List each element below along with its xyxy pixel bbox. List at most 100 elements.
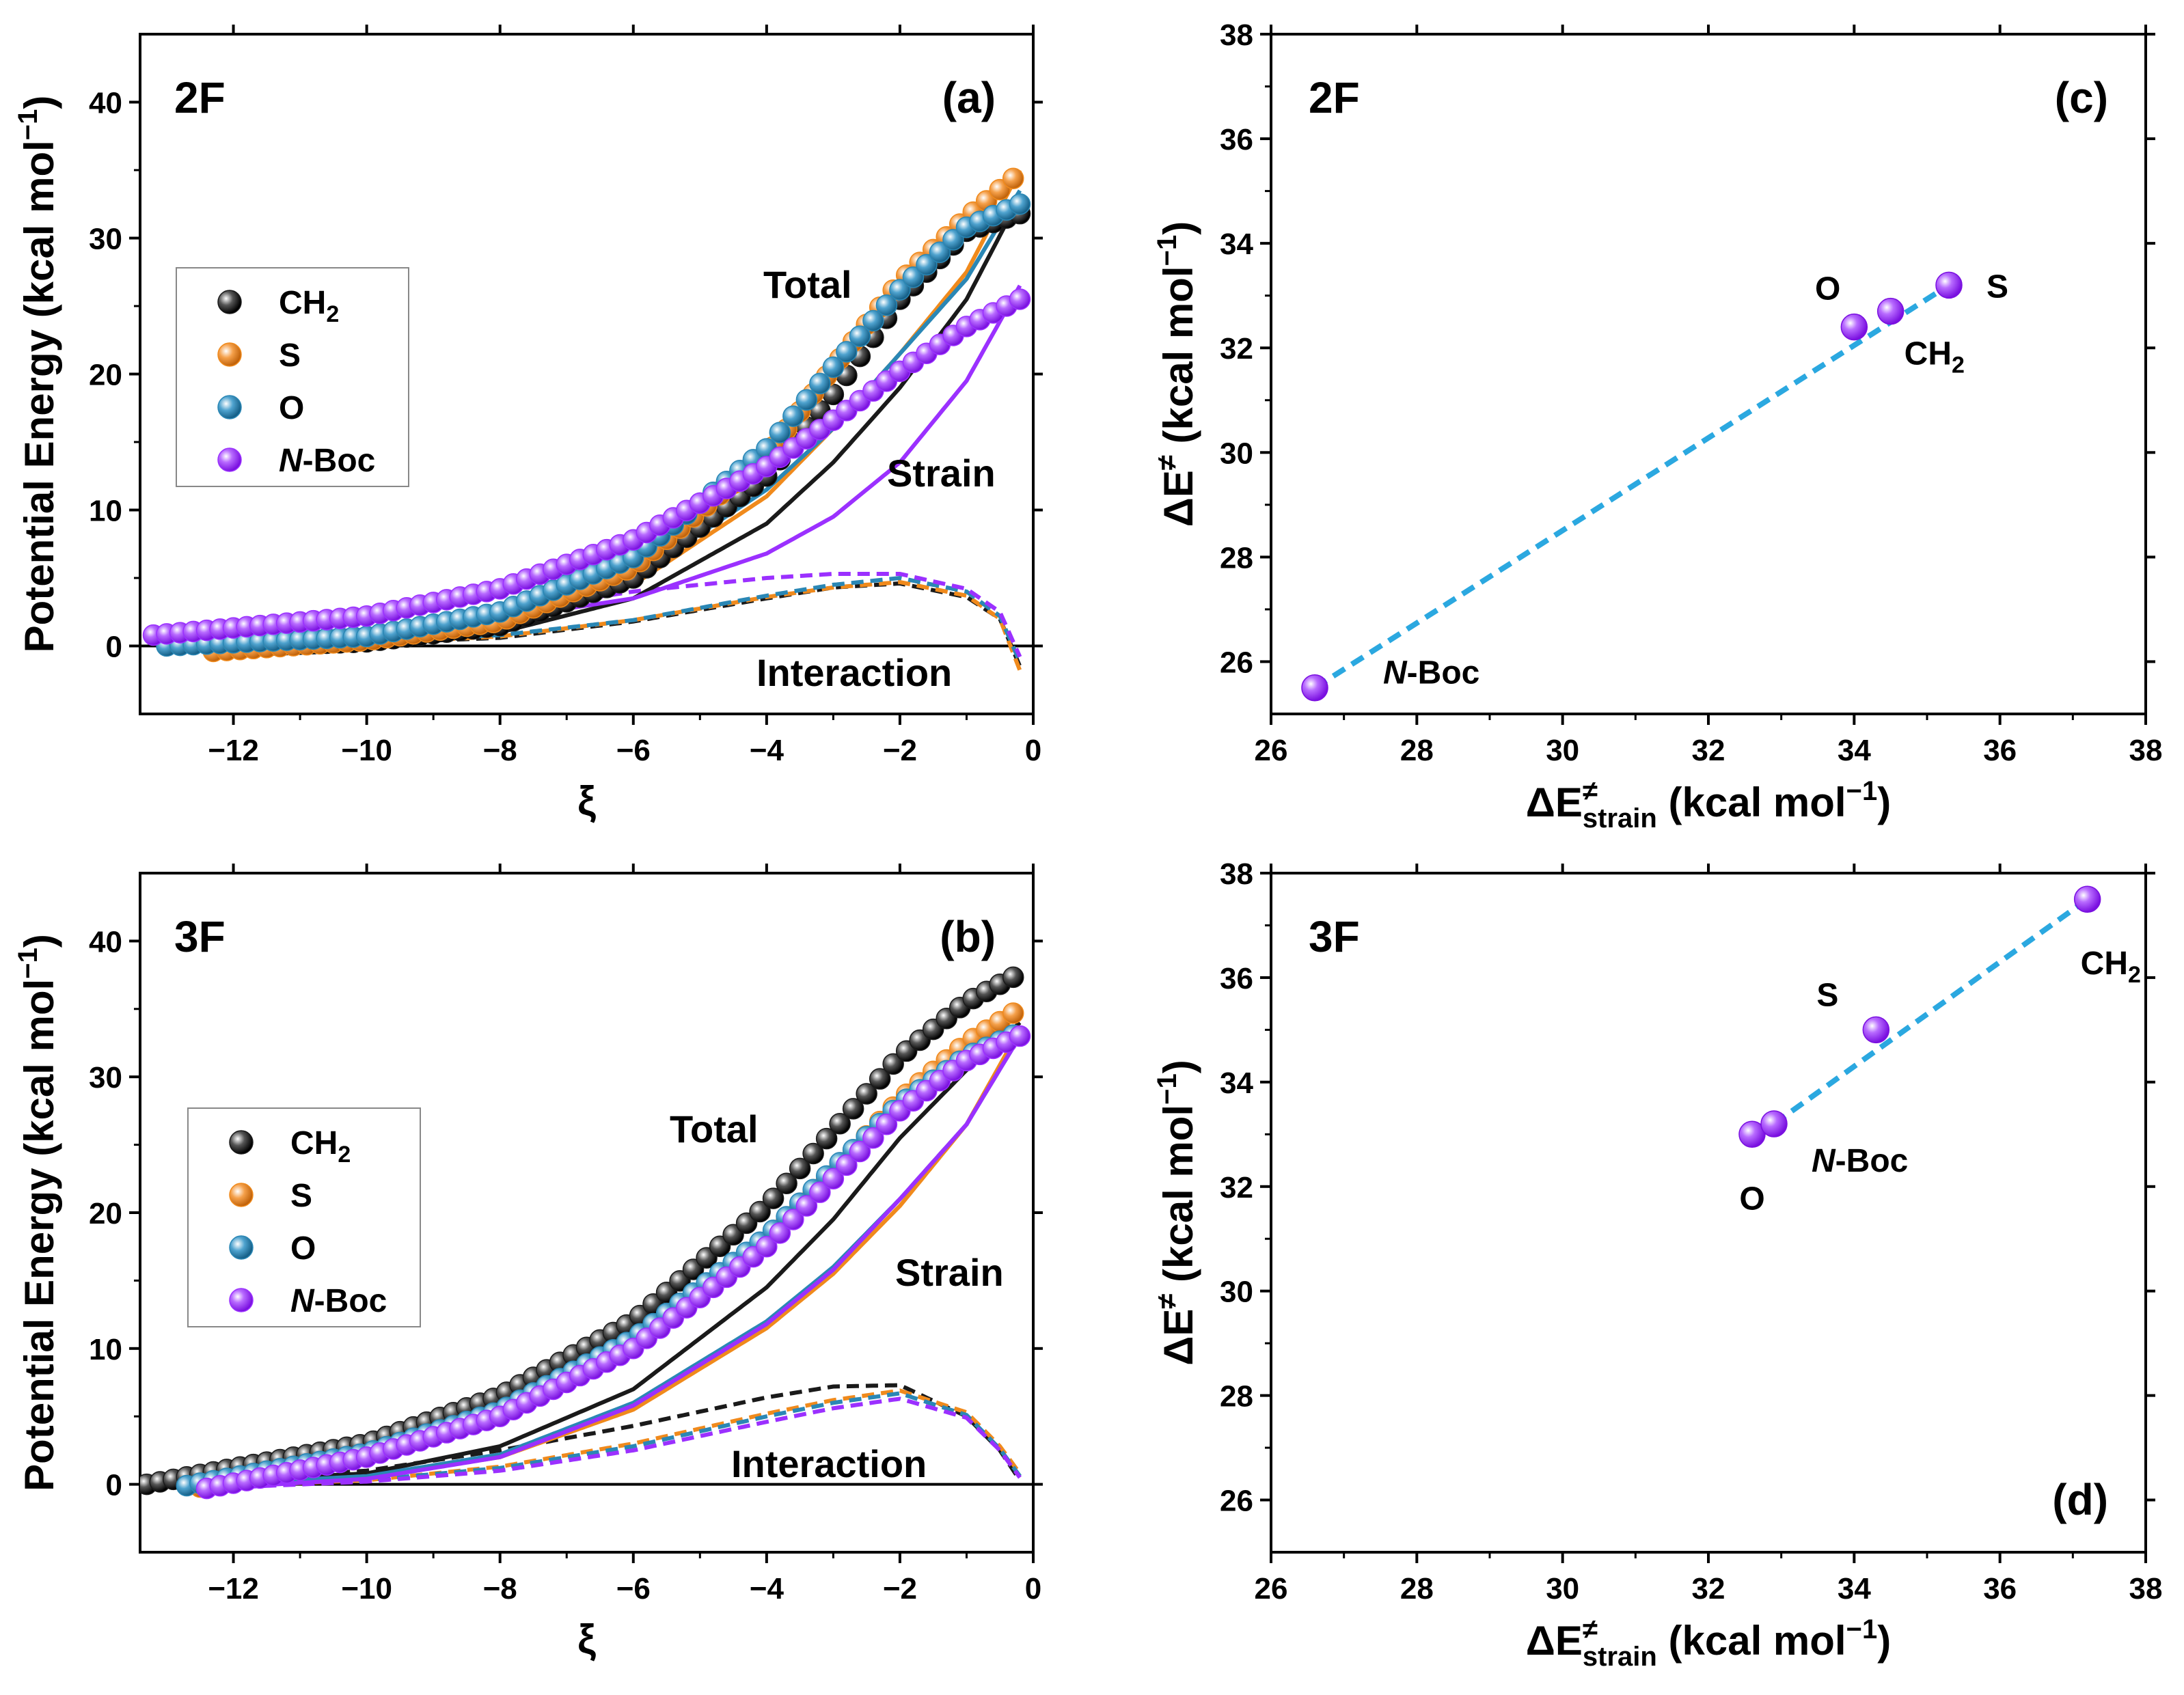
- total-point-O: [795, 389, 818, 411]
- x-tick-label: 26: [1255, 734, 1288, 767]
- legend-label-main: O: [279, 390, 304, 426]
- data-point-N-Boc: [1760, 1110, 1788, 1138]
- total-point-CH2: [802, 1142, 824, 1165]
- legend-marker-O: [217, 395, 242, 419]
- y-axis-title: Potential Energy (kcal mol−1): [13, 96, 62, 653]
- x-title-sup: ≠: [1583, 776, 1598, 806]
- total-point-CH2: [882, 1053, 904, 1075]
- legend-marker-CH2: [229, 1130, 254, 1155]
- y-axis-title: ΔE≠ (kcal mol−1): [1152, 1060, 1201, 1365]
- y-tick-label: 40: [89, 87, 122, 120]
- x-tick-label: −2: [883, 734, 917, 767]
- total-point-CH2: [815, 1127, 838, 1150]
- plot-frame: [1270, 33, 2147, 715]
- chart-panel-d: 26 28 30 32 34 36 38 26 28 30 32 34 36 38 O N-Boc S CH2 ΔE…: [1152, 857, 2162, 1672]
- panel-letter: (b): [940, 912, 996, 961]
- y-tick-label: 30: [89, 223, 122, 256]
- y-tick-label: 32: [1220, 332, 1253, 366]
- legend-marker-O: [229, 1235, 254, 1260]
- x-tick-label: 32: [1692, 1572, 1725, 1606]
- point-label-O: O: [1815, 271, 1840, 307]
- legend-label-O: O: [290, 1230, 316, 1267]
- total-point-N-Boc: [1009, 1025, 1031, 1047]
- x-title-rest: (kcal mol: [1657, 1618, 1846, 1664]
- x-title-sub: strain: [1583, 1642, 1657, 1672]
- legend-label-main: CH: [290, 1125, 338, 1161]
- x-title-sub: strain: [1583, 803, 1657, 833]
- total-point-CH2: [1002, 966, 1024, 989]
- x-tick-label: −4: [750, 1572, 784, 1606]
- annotation-interaction: Interaction: [731, 1442, 927, 1485]
- chart-panel-c: 26 28 30 32 34 36 38 26 28 30 32 34 36 38 N-Boc O CH2 S ΔE…: [1152, 18, 2162, 833]
- legend-label-sub: 2: [326, 301, 339, 327]
- point-label-rest: -Boc: [1835, 1143, 1909, 1179]
- point-label-N-Boc: N-Boc: [1383, 655, 1479, 691]
- total-point-CH2: [762, 1187, 784, 1209]
- annotation-interaction: Interaction: [756, 651, 952, 694]
- legend-label-S: S: [290, 1178, 312, 1214]
- y-tick-label: 32: [1220, 1171, 1253, 1204]
- x-tick-label: −4: [750, 734, 784, 767]
- x-axis-title: ξ: [577, 1616, 596, 1662]
- point-label-N-Boc: N-Boc: [1812, 1143, 1908, 1179]
- legend-marker-S: [217, 342, 242, 367]
- panel-label: 3F: [1309, 912, 1360, 961]
- y-tick-label: 20: [89, 359, 122, 392]
- y-tick-label: 26: [1220, 1485, 1253, 1518]
- y-title-sup: ≠: [1152, 455, 1182, 470]
- legend-label-N-Boc: N-Boc: [279, 443, 375, 479]
- x-title-rest-sup: −1: [1846, 776, 1878, 806]
- data-point-O: [1840, 313, 1868, 341]
- y-tick-label: 10: [89, 1333, 122, 1366]
- point-label-main: CH: [2081, 946, 2128, 982]
- panel-label: 3F: [174, 912, 226, 961]
- total-point-N-Boc: [809, 1181, 831, 1203]
- y-tick-label: 26: [1220, 646, 1253, 679]
- y-tick-label: 34: [1220, 228, 1253, 261]
- legend-label-sub: 2: [338, 1142, 351, 1168]
- y-tick-label: 36: [1220, 123, 1253, 156]
- point-label-main: O: [1815, 271, 1840, 307]
- y-title-rest-sup: −1: [1152, 1073, 1182, 1105]
- x-tick-label: 30: [1546, 1572, 1579, 1606]
- x-tick-label: 38: [2129, 1572, 2163, 1606]
- panel-label: 2F: [174, 73, 226, 122]
- point-label-italic: N: [1383, 655, 1408, 691]
- x-tick-label: 28: [1400, 734, 1434, 767]
- data-point-N-Boc: [1301, 674, 1328, 702]
- total-point-O: [1009, 193, 1031, 215]
- point-label-O: O: [1739, 1181, 1764, 1217]
- x-axis-title: ΔE≠ strain (kcal mol−1): [1526, 776, 1891, 833]
- total-point-N-Boc: [756, 1235, 778, 1258]
- interaction-curve-N-Boc: [206, 1396, 1022, 1491]
- total-point-CH2: [776, 1172, 797, 1195]
- y-title-rest: (kcal mol: [1156, 1105, 1201, 1294]
- y-axis-title: Potential Energy (kcal mol−1): [13, 934, 62, 1491]
- total-point-N-Boc: [1009, 288, 1031, 310]
- y-title-rest-sup: −1: [1152, 235, 1182, 266]
- y-tick-label: 30: [1220, 1276, 1253, 1309]
- y-tick-label: 28: [1220, 1380, 1253, 1414]
- point-label-sub: 2: [2128, 962, 2141, 988]
- x-tick-label: −6: [616, 734, 651, 767]
- total-point-N-Boc: [782, 1209, 804, 1230]
- annotation-total: Total: [763, 263, 852, 306]
- x-title-close: ): [1877, 1618, 1891, 1664]
- legend-label-main: S: [290, 1178, 312, 1214]
- y-tick-label: 30: [1220, 437, 1253, 470]
- x-title-sup: ≠: [1583, 1614, 1598, 1644]
- y-tick-label: 38: [1220, 857, 1253, 891]
- x-tick-label: −12: [208, 734, 259, 767]
- y-axis-title-sup: −1: [13, 109, 43, 141]
- point-label-S: S: [1816, 977, 1838, 1013]
- y-tick-label: 40: [89, 925, 122, 959]
- legend-label-CH2: CH2: [279, 285, 339, 327]
- y-tick-label: 38: [1220, 18, 1253, 52]
- total-point-O: [902, 266, 925, 288]
- x-tick-label: −10: [341, 734, 392, 767]
- data-point-CH2: [2073, 885, 2101, 913]
- y-axis-title-sup: −1: [13, 948, 43, 979]
- x-tick-label: 34: [1838, 1572, 1871, 1606]
